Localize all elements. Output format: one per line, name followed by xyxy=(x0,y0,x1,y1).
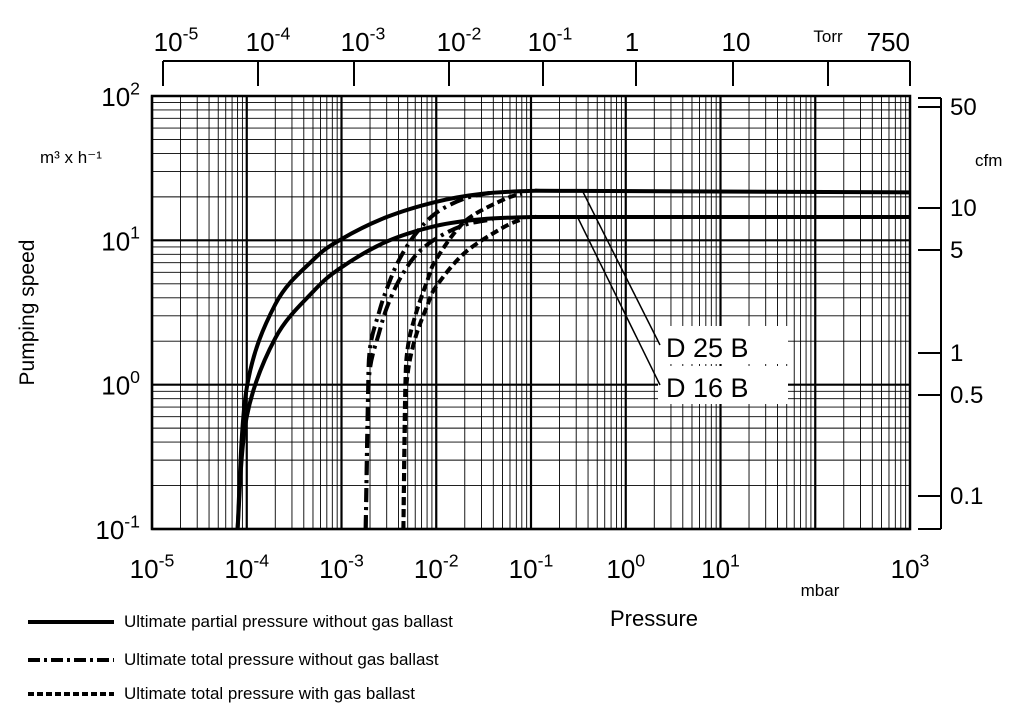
top-tick-label: 750 xyxy=(867,27,910,57)
legend-item-solid: Ultimate partial pressure without gas ba… xyxy=(28,612,453,632)
top-tick-label: 10-5 xyxy=(154,23,199,57)
legend-swatch-solid xyxy=(28,620,114,624)
right-tick-label: 50 xyxy=(950,94,977,121)
y-tick-label: 101 xyxy=(101,223,140,257)
legend-swatch-dashdot xyxy=(28,658,114,662)
x-tick-label: 10-2 xyxy=(414,550,459,584)
x-tick-label: 10-5 xyxy=(130,550,175,584)
x-tick-label: 10-3 xyxy=(319,550,364,584)
series-line-solid xyxy=(235,214,910,530)
right-tick-label: 0.1 xyxy=(950,483,983,510)
right-tick-label: 10 xyxy=(950,195,977,222)
series-line-dash xyxy=(401,217,523,530)
legend-label-solid: Ultimate partial pressure without gas ba… xyxy=(124,612,453,631)
top-tick-label: 10-3 xyxy=(341,23,386,57)
top-tick-label: 1 xyxy=(625,27,639,57)
legend-item-dash: Ultimate total pressure with gas ballast xyxy=(28,684,415,704)
x-axis-unit: mbar xyxy=(801,581,840,600)
callout-leader-d16b xyxy=(576,215,661,386)
x-axis-title: Pressure xyxy=(610,606,699,631)
x-tick-label: 101 xyxy=(701,550,740,584)
y-axis-title: Pumping speed xyxy=(16,240,39,386)
legend-label-dash: Ultimate total pressure with gas ballast xyxy=(124,684,416,703)
x-tick-label: 10-1 xyxy=(509,550,554,584)
x-tick-label: 100 xyxy=(606,550,645,584)
series-label-d16b: D 16 B xyxy=(666,373,749,403)
top-tick-label: 10-4 xyxy=(246,23,291,57)
right-tick-label: 5 xyxy=(950,237,963,264)
plot-frame xyxy=(150,94,912,531)
series-label-d25b: D 25 B xyxy=(666,333,749,363)
right-tick-label: 0.5 xyxy=(950,382,983,409)
legend-swatch-dash xyxy=(28,692,114,696)
y-axis-unit: m³ x h⁻¹ xyxy=(40,148,102,167)
y-tick-label: 102 xyxy=(101,78,140,112)
x-tick-label: 103 xyxy=(891,550,930,584)
top-tick-label: 10-2 xyxy=(437,23,482,57)
legend-label-dashdot: Ultimate total pressure without gas ball… xyxy=(124,650,439,669)
top-tick-label: 10-1 xyxy=(528,23,573,57)
top-tick-label: 10 xyxy=(722,27,751,57)
series-line-solid xyxy=(235,188,911,530)
legend-item-dashdot: Ultimate total pressure without gas ball… xyxy=(28,650,439,670)
top-axis-unit: Torr xyxy=(813,27,843,46)
label-box-d25b xyxy=(658,326,788,364)
x-tick-label: 10-4 xyxy=(224,550,269,584)
label-box-d16b xyxy=(658,366,788,404)
y-tick-label: 100 xyxy=(101,367,140,401)
right-axis-unit: cfm xyxy=(975,151,1002,170)
right-tick-label: 1 xyxy=(950,340,963,367)
callout-leader-d25b xyxy=(581,189,661,346)
series-line-dashdot xyxy=(363,217,494,530)
y-tick-label: 10-1 xyxy=(95,511,140,545)
